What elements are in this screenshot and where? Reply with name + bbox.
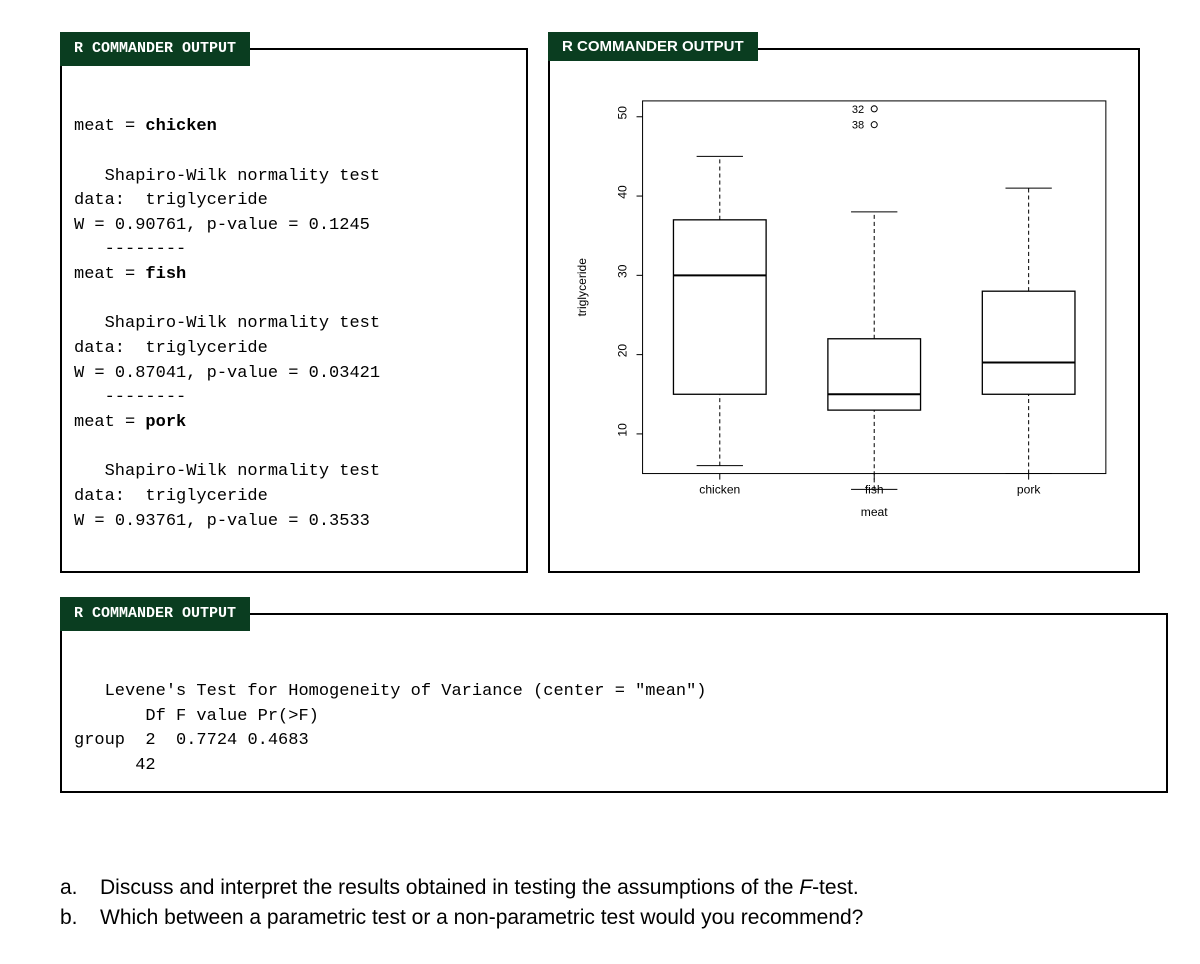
svg-text:10: 10	[615, 423, 629, 437]
levene-header: Df F value Pr(>F)	[145, 707, 318, 726]
svg-text:38: 38	[852, 120, 864, 132]
panel-header: R COMMANDER OUTPUT	[60, 32, 250, 66]
levene-df2: 42	[135, 756, 155, 775]
svg-text:50: 50	[615, 106, 629, 120]
pork-result: W = 0.93761, p-value = 0.3533	[74, 512, 370, 531]
meat-fish-line: meat = fish	[74, 265, 186, 284]
svg-text:triglyceride: triglyceride	[575, 258, 589, 317]
panel-header: R COMMANDER OUTPUT	[548, 32, 758, 61]
levene-title: Levene's Test for Homogeneity of Varianc…	[105, 682, 707, 701]
svg-text:meat: meat	[861, 505, 888, 519]
data-label: data: triglyceride	[74, 339, 268, 358]
q-b-text: Which between a parametric test or a non…	[100, 903, 863, 933]
meat-pork-line: meat = pork	[74, 413, 186, 432]
q-b-marker: b.	[60, 903, 82, 933]
fish-result: W = 0.87041, p-value = 0.03421	[74, 364, 380, 383]
panel-header: R COMMANDER OUTPUT	[60, 597, 250, 631]
q-a-marker: a.	[60, 873, 82, 903]
svg-text:40: 40	[615, 185, 629, 199]
svg-text:pork: pork	[1017, 483, 1041, 497]
test-name: Shapiro-Wilk normality test	[105, 314, 380, 333]
q-a-text: Discuss and interpret the results obtain…	[100, 873, 859, 903]
svg-text:chicken: chicken	[699, 483, 740, 497]
chicken-result: W = 0.90761, p-value = 0.1245	[74, 216, 370, 235]
question-block: a. Discuss and interpret the results obt…	[60, 873, 1140, 934]
divider: --------	[105, 240, 187, 259]
test-name: Shapiro-Wilk normality test	[105, 167, 380, 186]
boxplot-panel: R COMMANDER OUTPUT 1020304050triglycerid…	[548, 48, 1140, 573]
boxplot-chart: 10 20 30 40 50 triglyceride chicken 32 38 fish por…	[562, 66, 1126, 559]
data-label: data: triglyceride	[74, 191, 268, 210]
svg-text:32: 32	[852, 104, 864, 116]
svg-text:30: 30	[615, 264, 629, 278]
data-label: data: triglyceride	[74, 487, 268, 506]
shapiro-output-panel: R COMMANDER OUTPUT meat = chicken Shapir…	[60, 48, 528, 573]
levene-output-panel: R COMMANDER OUTPUT Levene's Test for Hom…	[60, 613, 1168, 793]
test-name: Shapiro-Wilk normality test	[105, 462, 380, 481]
meat-chicken-line: meat = chicken	[74, 117, 217, 136]
divider: --------	[105, 388, 187, 407]
levene-row1: group 2 0.7724 0.4683	[74, 731, 309, 750]
svg-text:20: 20	[615, 344, 629, 358]
svg-text:fish: fish	[865, 483, 884, 497]
